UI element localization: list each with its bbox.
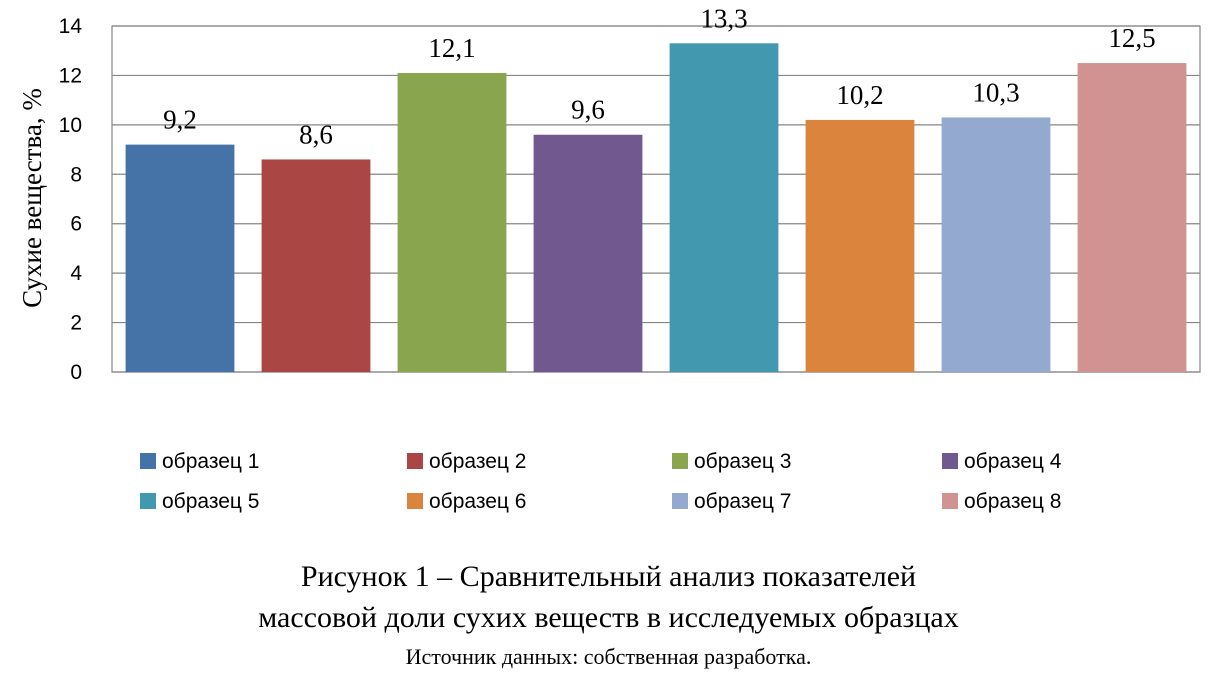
legend-swatch <box>407 493 423 509</box>
chart: 9,2 8,6 12,1 9,6 13,3 10,2 10,3 12,5 0 2 4 6 8 10 12 1… <box>17 3 1201 513</box>
bars <box>125 43 1187 373</box>
legend-item: образец 6 <box>407 490 526 513</box>
legend-label: образец 3 <box>694 450 791 473</box>
legend-label: образец 8 <box>964 490 1061 513</box>
bar <box>533 134 643 372</box>
bar <box>125 144 235 372</box>
bar <box>397 72 507 372</box>
legend-label: образец 4 <box>964 450 1062 473</box>
bar-value-label: 9,6 <box>571 95 605 125</box>
bar-value-label: 12,5 <box>1108 23 1155 53</box>
data-labels: 9,2 8,6 12,1 9,6 13,3 10,2 10,3 12,5 <box>163 3 1156 149</box>
legend-label: образец 1 <box>162 450 259 473</box>
legend-swatch <box>672 493 688 509</box>
y-tick-label: 4 <box>70 262 82 285</box>
legend-item: образец 8 <box>942 490 1061 513</box>
y-tick-label: 2 <box>70 312 82 335</box>
legend-swatch <box>140 493 156 509</box>
bar-value-label: 9,2 <box>163 105 197 135</box>
legend-item: образец 1 <box>140 450 259 473</box>
y-tick-label: 12 <box>59 64 82 87</box>
y-tick-label: 6 <box>70 213 82 236</box>
legend-swatch <box>942 493 958 509</box>
bar-value-label: 10,3 <box>972 77 1019 107</box>
figure-caption-line-2: массовой доли сухих веществ в исследуемы… <box>258 601 959 634</box>
y-tick-labels: 0 2 4 6 8 10 12 14 <box>59 15 83 384</box>
bar <box>261 159 371 372</box>
bar-value-label: 8,6 <box>299 119 333 149</box>
bar <box>1077 63 1187 372</box>
bar <box>805 119 915 373</box>
bar <box>941 117 1051 372</box>
y-tick-label: 0 <box>70 361 82 384</box>
y-axis-label: Сухие вещества, % <box>17 88 47 308</box>
legend-label: образец 6 <box>429 490 526 513</box>
legend-label: образец 7 <box>694 490 791 513</box>
legend-swatch <box>140 453 156 469</box>
y-tick-label: 14 <box>59 15 83 38</box>
legend: образец 1 образец 2 образец 3 образец 4 обра… <box>140 450 1062 513</box>
legend-label: образец 5 <box>162 490 259 513</box>
legend-swatch <box>672 453 688 469</box>
plot-area-border <box>111 25 1201 373</box>
legend-item: образец 3 <box>672 450 791 473</box>
figure-source-note: Источник данных: собственная разработка. <box>405 644 812 669</box>
legend-item: образец 5 <box>140 490 259 513</box>
figure-caption-line-1: Рисунок 1 – Сравнительный анализ показат… <box>300 560 917 593</box>
legend-label: образец 2 <box>429 450 526 473</box>
legend-item: образец 4 <box>942 450 1062 473</box>
bar <box>669 43 779 373</box>
bar-value-label: 10,2 <box>836 80 883 110</box>
legend-item: образец 2 <box>407 450 526 473</box>
y-tick-label: 8 <box>70 163 82 186</box>
legend-swatch <box>942 453 958 469</box>
bar-value-label: 12,1 <box>428 33 475 63</box>
legend-item: образец 7 <box>672 490 791 513</box>
legend-swatch <box>407 453 423 469</box>
bar-value-label: 13,3 <box>700 3 747 33</box>
y-tick-label: 10 <box>59 114 82 137</box>
